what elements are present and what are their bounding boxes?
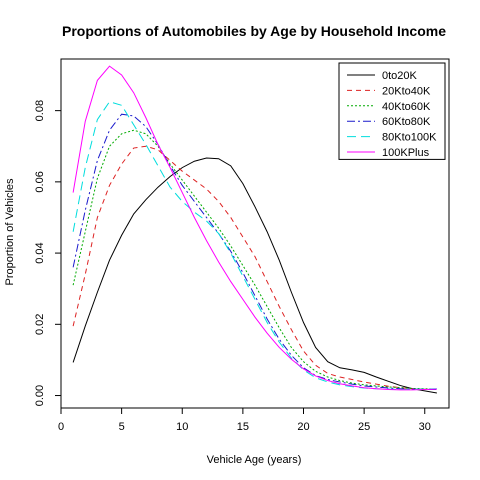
y-axis-label: Proportion of Vehicles [4, 178, 16, 286]
legend-label-0to20k: 0to20K [382, 70, 418, 82]
legend: 0to20K 20Kto40K 40Kto60K 60Kto80K 80Kto100K 1… [338, 62, 446, 160]
series-line-60kto80k [72, 113, 437, 390]
series-line-40kto60k [72, 129, 437, 390]
chart-title: Proportions of Automobiles by Age by Hou… [62, 23, 446, 39]
x-tick-label: 15 [237, 421, 249, 433]
y-tick-label: 0.02 [34, 314, 46, 335]
series-line-20kto40k [72, 145, 437, 390]
x-tick-label: 0 [58, 421, 64, 433]
series-lines [72, 65, 437, 394]
legend-box [338, 62, 446, 160]
legend-label-40kto60k: 40Kto60K [382, 101, 431, 113]
y-tick-label: 0.08 [34, 100, 46, 121]
series-line-0to20k [72, 157, 437, 394]
x-tick-label: 5 [119, 421, 125, 433]
legend-label-20kto40k: 20Kto40K [382, 85, 431, 97]
x-tick-label: 30 [419, 421, 431, 433]
legend-label-80kto100k: 80Kto100K [382, 132, 437, 144]
series-line-100kplus [72, 65, 437, 391]
legend-label-100kplus: 100KPlus [382, 147, 430, 159]
x-axis: 0 5 10 15 20 25 30 [58, 408, 431, 433]
plot-frame [60, 58, 450, 409]
x-tick-label: 25 [358, 421, 370, 433]
x-tick-label: 10 [176, 421, 188, 433]
y-tick-label: 0.04 [34, 242, 46, 263]
legend-label-60kto80k: 60Kto80K [382, 116, 431, 128]
x-tick-label: 20 [297, 421, 309, 433]
x-axis-label: Vehicle Age (years) [207, 454, 302, 466]
y-axis: 0.00 0.02 0.04 0.06 0.08 [34, 100, 61, 406]
y-tick-label: 0.06 [34, 171, 46, 192]
y-tick-label: 0.00 [34, 385, 46, 406]
